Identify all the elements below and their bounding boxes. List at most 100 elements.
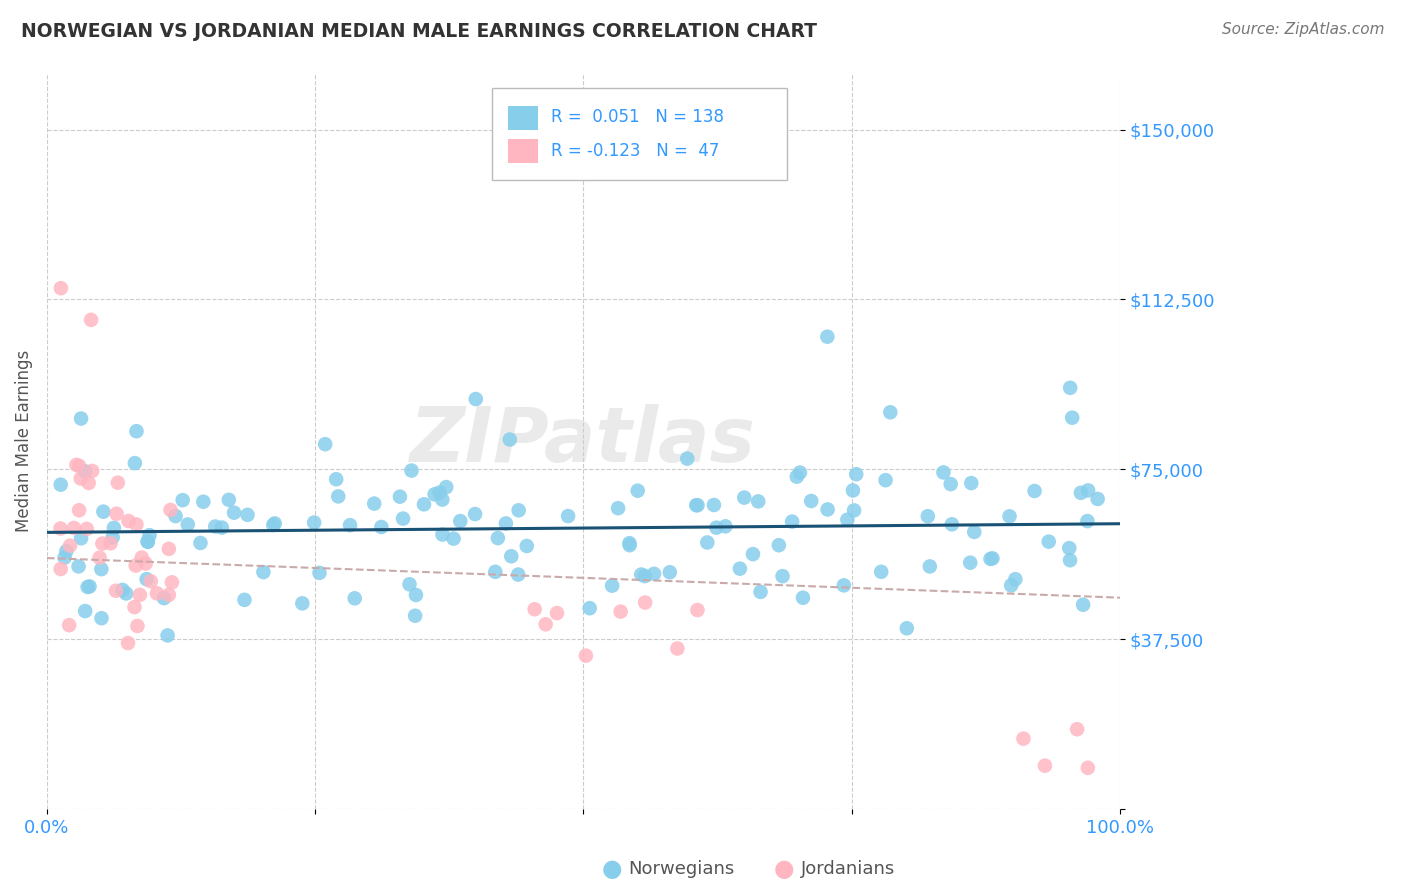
- Point: [159, 503, 181, 517]
- Point: [917, 509, 939, 524]
- Point: [104, 583, 127, 598]
- Point: [124, 600, 146, 615]
- Point: [609, 605, 631, 619]
- Point: [135, 572, 157, 586]
- Point: [686, 498, 709, 512]
- Point: [153, 591, 176, 606]
- Point: [534, 617, 557, 632]
- Point: [1071, 598, 1094, 612]
- Point: [125, 558, 148, 573]
- Point: [845, 467, 868, 482]
- Point: [236, 508, 259, 522]
- Point: [941, 517, 963, 532]
- Point: [443, 532, 465, 546]
- Point: [1059, 381, 1081, 395]
- Point: [499, 433, 522, 447]
- Point: [875, 473, 897, 487]
- Point: [686, 603, 709, 617]
- Point: [53, 550, 76, 565]
- Point: [1059, 553, 1081, 567]
- Text: ●: ●: [775, 857, 794, 880]
- Point: [1070, 485, 1092, 500]
- Text: Source: ZipAtlas.com: Source: ZipAtlas.com: [1222, 22, 1385, 37]
- Point: [76, 580, 98, 594]
- Point: [1033, 758, 1056, 772]
- Point: [696, 535, 718, 549]
- Point: [578, 601, 600, 615]
- Point: [432, 527, 454, 541]
- Point: [370, 520, 392, 534]
- Point: [1012, 731, 1035, 746]
- Point: [136, 534, 159, 549]
- Point: [728, 562, 751, 576]
- Point: [291, 596, 314, 610]
- Point: [89, 550, 111, 565]
- Point: [523, 602, 546, 616]
- Point: [76, 522, 98, 536]
- Point: [998, 509, 1021, 524]
- Point: [706, 521, 728, 535]
- Point: [69, 471, 91, 485]
- Point: [398, 577, 420, 591]
- Point: [979, 552, 1001, 566]
- Point: [314, 437, 336, 451]
- Point: [1066, 723, 1088, 737]
- Point: [125, 424, 148, 438]
- Point: [138, 528, 160, 542]
- Point: [1000, 578, 1022, 592]
- Point: [73, 464, 96, 478]
- Point: [139, 574, 162, 589]
- Point: [157, 588, 180, 602]
- Point: [100, 536, 122, 550]
- Point: [449, 514, 471, 528]
- Point: [90, 611, 112, 625]
- Point: [49, 562, 72, 576]
- Point: [204, 519, 226, 533]
- Text: NORWEGIAN VS JORDANIAN MEDIAN MALE EARNINGS CORRELATION CHART: NORWEGIAN VS JORDANIAN MEDIAN MALE EARNI…: [21, 22, 817, 41]
- Point: [55, 544, 77, 558]
- Point: [103, 521, 125, 535]
- Point: [870, 565, 893, 579]
- Point: [627, 483, 650, 498]
- Point: [413, 497, 436, 511]
- Point: [131, 550, 153, 565]
- Point: [607, 501, 630, 516]
- Point: [685, 498, 707, 512]
- Point: [634, 595, 657, 609]
- Point: [703, 498, 725, 512]
- Point: [233, 592, 256, 607]
- Point: [67, 503, 90, 517]
- Point: [1004, 572, 1026, 586]
- Point: [49, 281, 72, 295]
- Point: [508, 503, 530, 517]
- Text: R = -0.123   N =  47: R = -0.123 N = 47: [551, 142, 720, 160]
- Point: [49, 477, 72, 491]
- Point: [780, 515, 803, 529]
- Bar: [509, 139, 538, 163]
- Point: [401, 464, 423, 478]
- Point: [136, 534, 159, 549]
- Point: [177, 517, 200, 532]
- Point: [1059, 541, 1081, 555]
- Point: [157, 541, 180, 556]
- Point: [772, 569, 794, 583]
- Text: ●: ●: [602, 857, 621, 880]
- Point: [464, 392, 486, 406]
- Point: [963, 524, 986, 539]
- Point: [190, 536, 212, 550]
- Point: [128, 588, 150, 602]
- Point: [896, 621, 918, 635]
- FancyBboxPatch shape: [492, 87, 787, 179]
- Point: [1087, 491, 1109, 506]
- Point: [211, 520, 233, 534]
- Point: [363, 497, 385, 511]
- Point: [789, 466, 811, 480]
- Point: [630, 567, 652, 582]
- Text: R =  0.051   N = 138: R = 0.051 N = 138: [551, 108, 724, 126]
- Point: [115, 586, 138, 600]
- Point: [165, 509, 187, 524]
- Point: [733, 491, 755, 505]
- Point: [124, 456, 146, 470]
- Point: [125, 517, 148, 532]
- Point: [222, 506, 245, 520]
